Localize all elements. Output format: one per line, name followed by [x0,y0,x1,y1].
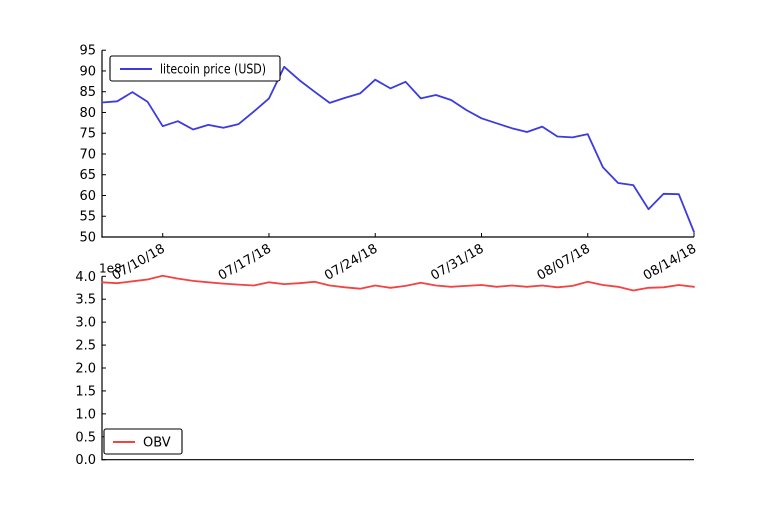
y-tick-label: 2.0 [75,362,96,377]
obv-line [101,274,695,292]
x-tick-label: 08/14/18 [641,241,699,283]
x-tick-label: 07/31/18 [428,241,486,283]
y-tick-label: 1.0 [75,407,96,422]
y-tick-label: 60 [79,189,96,204]
litecoin-price-legend: litecoin price (USD) [109,55,281,82]
y-tick-label: 0.5 [75,430,96,445]
y-tick-label: 75 [79,127,96,142]
litecoin-price-line [101,65,695,233]
y-tick-label: 50 [79,231,96,246]
y-tick-label: 65 [79,168,96,183]
obv-legend-label: OBV [143,436,171,451]
obv-legend: OBV [103,428,183,455]
y-tick-label: 4.0 [75,270,96,285]
y-tick-label: 95 [79,44,96,59]
y-tick-label: 70 [79,147,96,162]
axis-offset-label: 1e8 [99,261,122,275]
y-tick-label: 85 [79,85,96,100]
y-tick-label: 55 [79,210,96,225]
y-tick-label: 1.5 [75,384,96,399]
y-tick-label: 80 [79,106,96,121]
litecoin-price-legend-box [109,55,281,82]
y-tick-label: 90 [79,64,96,79]
y-tick-label: 3.0 [75,316,96,331]
litecoin-price-legend-label: litecoin price (USD) [160,63,266,78]
x-tick-label: 07/17/18 [216,241,274,283]
y-tick-label: 2.5 [75,339,96,354]
y-tick-label: 0.0 [75,453,96,468]
y-tick-label: 3.5 [75,293,96,308]
x-tick-label: 08/07/18 [535,241,593,283]
x-tick-label: 07/24/18 [322,241,380,283]
obv-legend-box [103,428,183,455]
